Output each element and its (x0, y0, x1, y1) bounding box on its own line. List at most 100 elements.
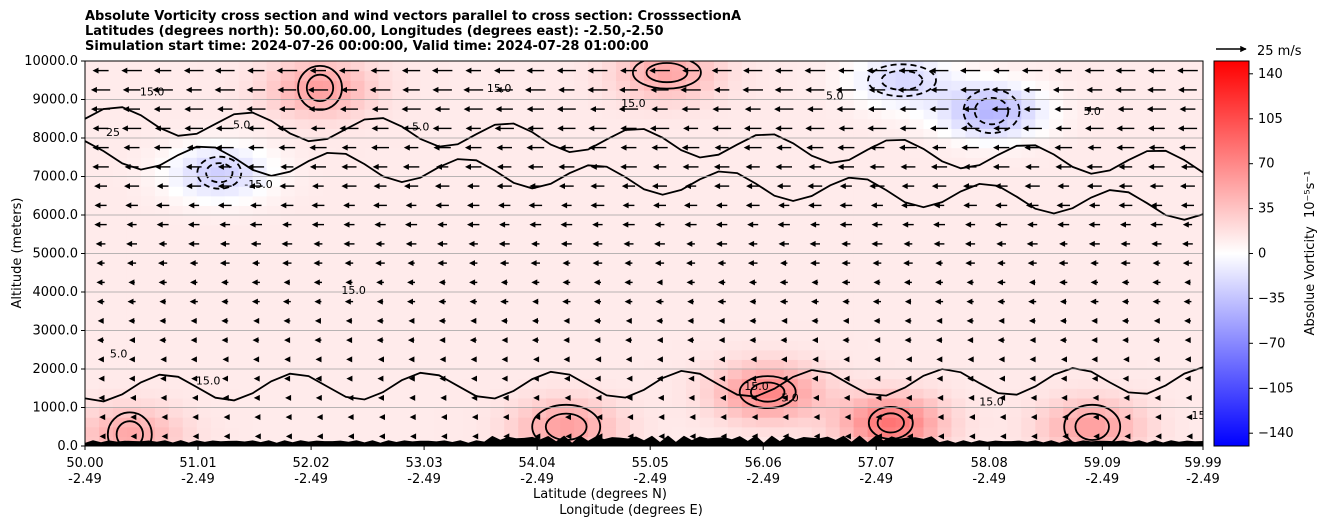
wind-vector (1116, 125, 1135, 132)
heatmap-cell (462, 253, 477, 264)
heatmap-cell (210, 311, 226, 322)
heatmap-cell (406, 186, 421, 197)
wind-vector (713, 163, 730, 170)
heatmap-cell (909, 205, 925, 216)
heatmap-cell (1147, 426, 1162, 437)
heatmap-cell (378, 70, 394, 81)
heatmap-cell (1147, 89, 1162, 101)
heatmap-cell (518, 340, 533, 351)
wind-vector (214, 86, 235, 93)
heatmap-cell (420, 157, 435, 168)
wind-vector (1183, 298, 1192, 305)
heatmap-cell (1105, 109, 1120, 120)
heatmap-cell (616, 118, 631, 129)
heatmap-cell (825, 253, 841, 264)
heatmap-cell (490, 301, 505, 312)
wind-vector (656, 356, 663, 363)
x-tick-label-lon: -2.49 (294, 472, 328, 487)
vorticity-heatmap (85, 61, 1203, 446)
heatmap-cell (1091, 243, 1106, 255)
wind-vector (904, 337, 912, 344)
heatmap-cell (588, 388, 603, 399)
heatmap-cell (392, 272, 408, 283)
heatmap-cell (1035, 195, 1050, 206)
heatmap-cell (825, 330, 841, 341)
heatmap-cell (210, 378, 226, 389)
heatmap-cell (839, 224, 855, 235)
heatmap-cell (685, 311, 701, 322)
heatmap-cell (85, 147, 100, 158)
heatmap-cell (1119, 147, 1134, 158)
wind-vector (283, 317, 291, 324)
x-tick-label-lat: 54.04 (518, 456, 555, 471)
heatmap-cell (1161, 89, 1176, 101)
heatmap-cell (266, 253, 282, 264)
heatmap-cell (434, 263, 449, 274)
heatmap-cell (224, 128, 240, 139)
heatmap-cell (504, 61, 519, 72)
heatmap-cell (476, 388, 491, 399)
wind-vector (99, 433, 106, 440)
heatmap-cell (923, 234, 939, 245)
heatmap-cell (308, 109, 324, 120)
heatmap-cell (406, 301, 421, 312)
heatmap-cell (727, 166, 743, 178)
heatmap-cell (560, 320, 575, 332)
heatmap-cell (853, 118, 869, 129)
heatmap-cell (350, 243, 366, 255)
heatmap-cell (713, 195, 729, 206)
heatmap-cell (923, 292, 939, 303)
contour-label: 5.0 (233, 118, 251, 131)
heatmap-cell (322, 70, 338, 81)
wind-vector (128, 279, 135, 286)
heatmap-cell (909, 369, 925, 380)
heatmap-cell (350, 320, 366, 332)
heatmap-cell (839, 205, 855, 216)
heatmap-cell (755, 340, 771, 351)
heatmap-cell (182, 397, 198, 409)
heatmap-cell (210, 349, 226, 360)
heatmap-cell (1035, 369, 1050, 380)
wind-vector (994, 183, 1008, 190)
heatmap-cell (308, 320, 324, 332)
heatmap-cell (546, 417, 561, 428)
heatmap-cell (308, 89, 324, 101)
heatmap-cell (85, 176, 100, 187)
heatmap-cell (1175, 109, 1190, 120)
wind-vector (936, 375, 943, 382)
wind-vector (1054, 144, 1073, 151)
wind-vector (1084, 106, 1104, 113)
heatmap-cell (1133, 397, 1148, 409)
heatmap-cell (560, 340, 575, 351)
heatmap-cell (1035, 234, 1050, 245)
heatmap-cell (602, 253, 617, 264)
heatmap-cell (420, 128, 435, 139)
wind-vector (1153, 356, 1160, 363)
heatmap-cell (853, 166, 869, 178)
heatmap-cell (210, 243, 226, 255)
heatmap-cell (783, 369, 799, 380)
heatmap-cell (238, 407, 254, 418)
heatmap-cell (378, 224, 394, 235)
heatmap-cell (881, 166, 897, 178)
heatmap-cell (923, 272, 939, 283)
wind-vector (128, 356, 135, 363)
heatmap-cell (671, 243, 687, 255)
heatmap-cell (671, 340, 687, 351)
wind-vector (899, 106, 917, 113)
heatmap-cell (979, 89, 994, 101)
wind-vector (190, 356, 197, 363)
heatmap-cell (434, 243, 449, 255)
heatmap-cell (476, 263, 491, 274)
heatmap-cell (839, 109, 855, 120)
wind-vector (92, 125, 109, 132)
heatmap-cell (280, 138, 296, 149)
heatmap-cell (797, 166, 813, 178)
heatmap-cell (280, 359, 296, 370)
heatmap-cell (1021, 340, 1036, 351)
wind-vector (307, 86, 329, 93)
heatmap-cell (1175, 253, 1190, 264)
heatmap-cell (616, 61, 631, 72)
heatmap-cell (1105, 176, 1120, 187)
heatmap-cell (448, 224, 463, 235)
